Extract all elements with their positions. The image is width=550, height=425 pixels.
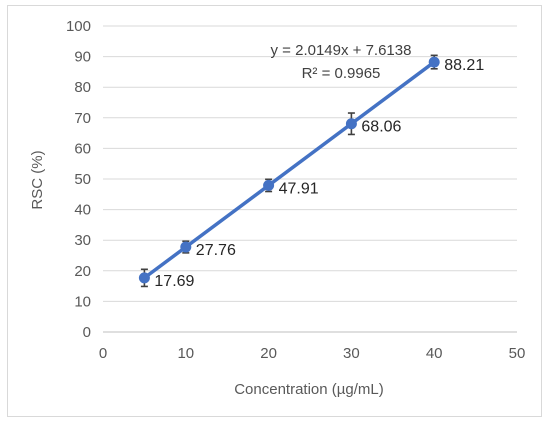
series — [138, 54, 440, 288]
y-tick-label: 60 — [74, 140, 91, 157]
gridlines — [103, 25, 517, 333]
y-tick-label: 30 — [74, 232, 91, 249]
x-tick-label: 10 — [177, 345, 194, 362]
y-tick-label: 40 — [74, 202, 91, 219]
y-tick-label: 0 — [83, 324, 91, 341]
x-tick-label: 50 — [509, 345, 526, 362]
x-axis-title: Concentration (µg/mL) — [234, 381, 384, 398]
trendline-equation: y = 2.0149x + 7.6138 — [271, 42, 412, 59]
data-label: 17.69 — [154, 273, 194, 290]
data-label: 47.91 — [279, 180, 319, 197]
data-label: 27.76 — [196, 242, 236, 259]
chart-frame — [7, 5, 542, 417]
y-tick-label: 20 — [74, 263, 91, 280]
trendline — [142, 60, 436, 280]
x-tick-label: 40 — [426, 345, 443, 362]
x-tick-label: 0 — [99, 345, 107, 362]
data-point — [180, 241, 192, 253]
y-tick-labels: 0 10 20 30 40 50 60 70 80 90 100 — [66, 18, 91, 341]
data-label: 68.06 — [361, 119, 401, 136]
data-point — [138, 272, 150, 284]
y-tick-label: 80 — [74, 79, 91, 96]
data-point — [345, 118, 357, 130]
y-axis-title: RSC (%) — [29, 150, 46, 209]
y-tick-label: 70 — [74, 110, 91, 127]
data-point — [263, 179, 275, 191]
x-tick-label: 30 — [343, 345, 360, 362]
data-label: 88.21 — [444, 57, 484, 74]
r-squared-label: R² = 0.9965 — [302, 65, 381, 82]
y-tick-label: 100 — [66, 18, 91, 35]
y-tick-label: 90 — [74, 49, 91, 66]
x-tick-label: 20 — [260, 345, 277, 362]
x-tick-labels: 0 10 20 30 40 50 — [99, 345, 526, 362]
y-tick-label: 50 — [74, 171, 91, 188]
y-tick-label: 10 — [74, 293, 91, 310]
data-point — [428, 56, 440, 68]
